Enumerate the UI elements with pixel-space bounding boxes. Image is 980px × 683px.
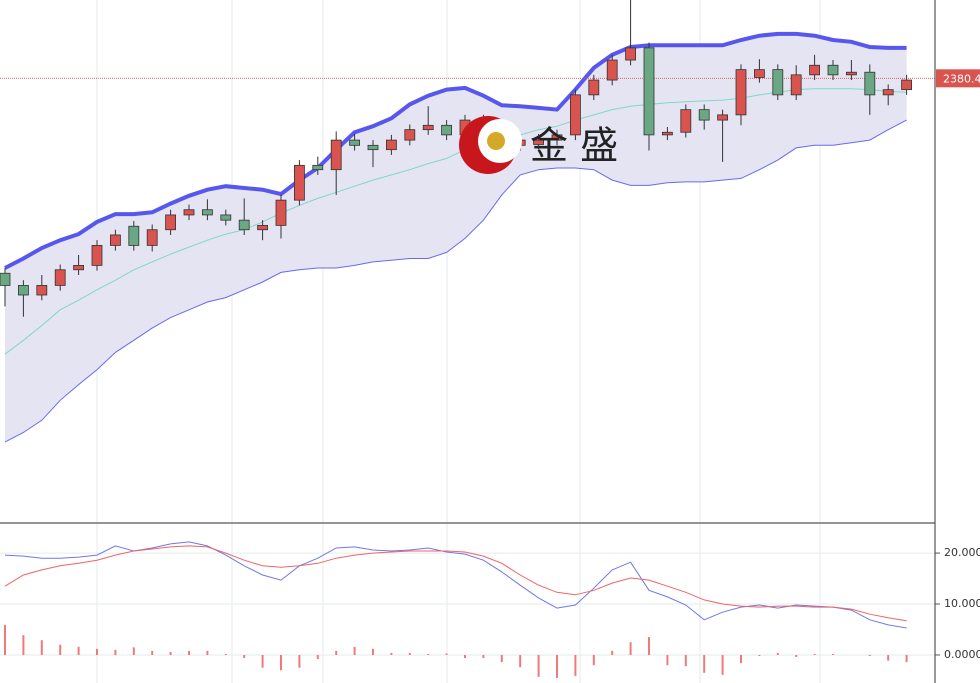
candle-body — [110, 234, 121, 246]
band-fill — [5, 33, 907, 443]
candle-body — [790, 74, 802, 96]
candle-body — [625, 47, 636, 61]
y-tick-label: 0.0000 — [944, 648, 980, 661]
candle-body — [385, 139, 397, 151]
candle-body — [349, 139, 361, 146]
last-price-box — [936, 69, 980, 88]
candle-body — [846, 71, 857, 76]
candle-body — [643, 47, 655, 136]
candle-body — [128, 225, 140, 246]
candle-body — [312, 164, 324, 171]
candle-body — [827, 64, 839, 76]
candle-body — [662, 131, 673, 136]
candle-body — [882, 89, 894, 96]
candle-body — [754, 69, 765, 78]
candle-body — [146, 229, 158, 246]
candle-body — [717, 114, 728, 121]
candle-body — [680, 109, 692, 133]
band-lower — [4, 119, 907, 443]
candle-body — [257, 224, 269, 231]
macd-line — [4, 545, 907, 622]
watermark: 金 盛 — [459, 116, 618, 174]
band-middle — [4, 88, 907, 355]
candle-body — [551, 134, 563, 141]
candle-body — [238, 219, 250, 231]
candle-body — [533, 139, 544, 145]
candle-body — [54, 269, 66, 286]
candle-body — [275, 199, 287, 226]
candle-body — [441, 124, 453, 136]
logo-dot — [487, 132, 505, 150]
candle-body — [36, 285, 48, 296]
candle-body — [735, 69, 747, 116]
last-price-label: 2380.4 — [943, 72, 980, 85]
candle-body — [165, 214, 177, 231]
candle-body — [201, 209, 213, 216]
candle-body — [367, 144, 379, 151]
candle-body — [293, 164, 305, 201]
y-tick-label: 20.000 — [944, 546, 980, 559]
candle-body — [73, 265, 84, 271]
candle-body — [0, 272, 11, 286]
candle-body — [606, 59, 618, 81]
candle-body — [570, 94, 581, 136]
logo-text: 金 盛 — [530, 124, 618, 168]
candle-body — [404, 129, 416, 141]
candle-body — [809, 64, 820, 76]
macd-line — [4, 541, 907, 629]
candle-body — [772, 69, 784, 96]
candle-body — [220, 214, 232, 221]
candle-body — [422, 124, 434, 131]
candle-body — [864, 71, 876, 96]
candle-body — [901, 79, 912, 91]
candle-body — [330, 139, 342, 171]
candle-body — [17, 285, 29, 296]
y-tick-label: 10.000 — [944, 597, 980, 610]
candle-body — [698, 109, 710, 121]
candle-body — [588, 79, 600, 96]
candle-body — [91, 245, 103, 266]
candle-body — [183, 209, 195, 216]
macd-panel: 20.000 10.000 0.0000 — [0, 541, 980, 678]
band-upper — [4, 31, 907, 270]
price-panel: 2380.4 — [0, 0, 980, 443]
